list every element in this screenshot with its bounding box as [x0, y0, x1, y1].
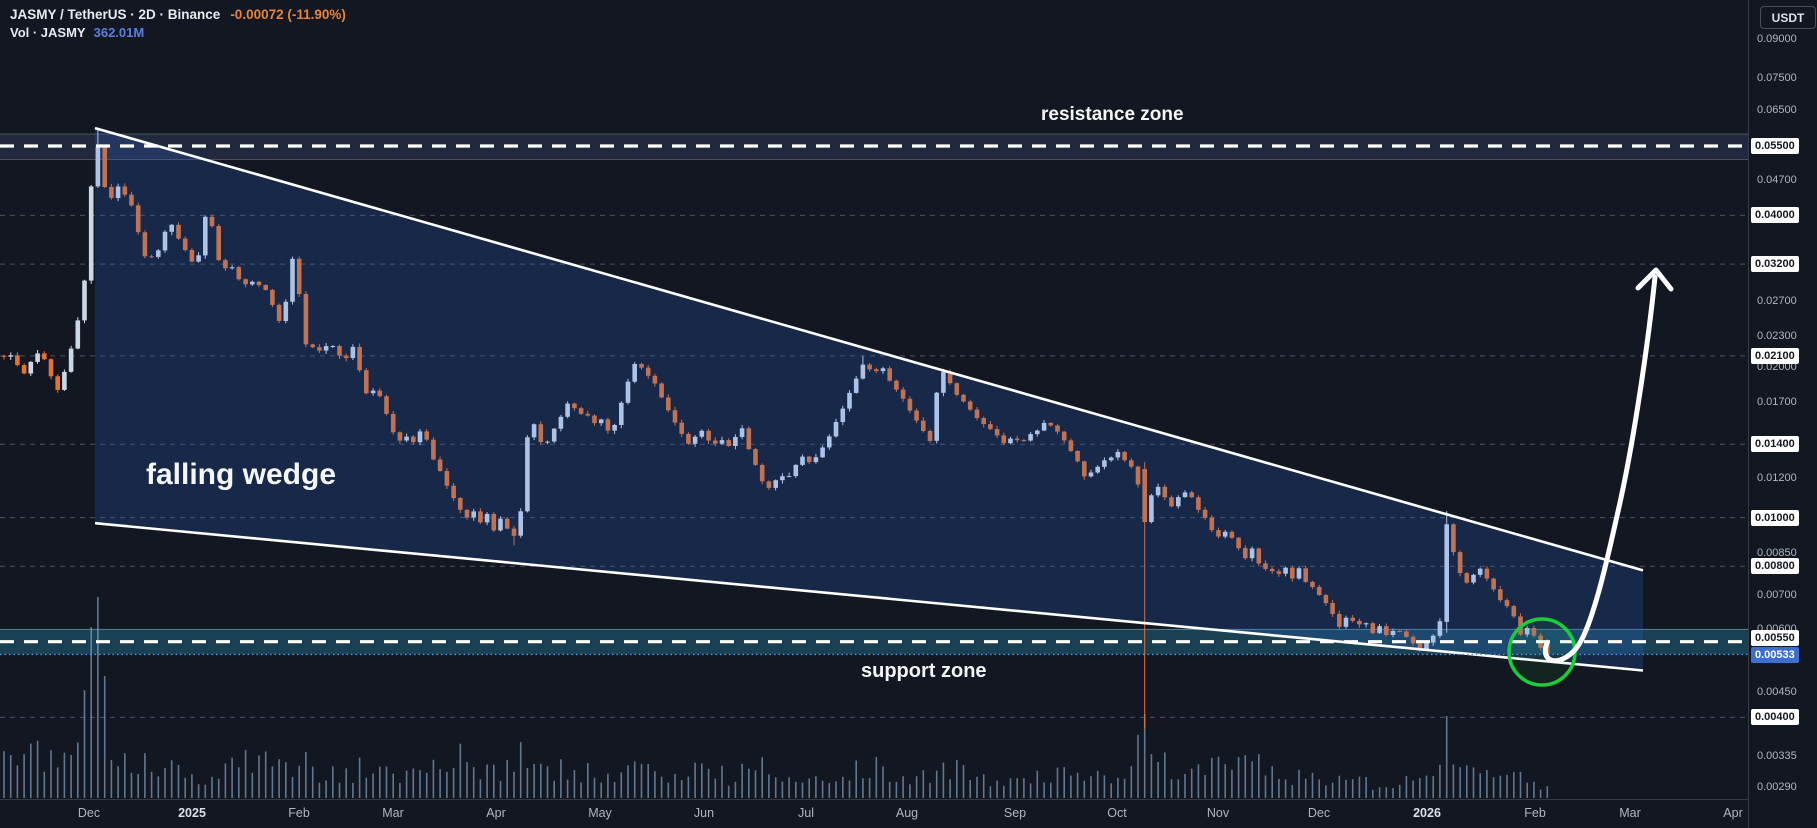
price-tick-label: 0.00290: [1757, 781, 1797, 793]
price-tick-label: 0.04700: [1757, 174, 1797, 186]
time-tick-label: Aug: [895, 806, 919, 820]
time-tick-label: Dec: [77, 806, 101, 820]
time-tick-label: Sep: [1003, 806, 1027, 820]
price-level-label: 0.01400: [1751, 436, 1799, 452]
price-level-label: 0.03200: [1751, 256, 1799, 272]
time-tick-label: Mar: [1619, 806, 1641, 820]
price-level-label: 0.04000: [1751, 207, 1799, 223]
price-tick-label: 0.02300: [1757, 330, 1797, 342]
price-tick-label: 0.06500: [1757, 104, 1797, 116]
time-tick-label: 2025: [178, 806, 206, 820]
price-level-label: 0.05500: [1751, 138, 1799, 154]
currency-unit-button[interactable]: USDT: [1760, 6, 1816, 29]
price-tick-label: 0.01200: [1757, 472, 1797, 484]
price-tick-label: 0.09000: [1757, 33, 1797, 45]
breakout-highlight-circle[interactable]: [1507, 617, 1577, 687]
price-tick-label: 0.02000: [1757, 361, 1797, 373]
support-zone-text-drawing[interactable]: support zone: [861, 660, 987, 682]
time-tick-label: Mar: [382, 806, 404, 820]
price-level-label: 0.00800: [1751, 558, 1799, 574]
falling-wedge-drawing[interactable]: [94, 126, 1644, 672]
wedge-lower-trendline[interactable]: [94, 521, 1644, 672]
volume-indicator-label[interactable]: Vol · JASMY: [10, 25, 86, 40]
candlestick-series: [1, 128, 1550, 729]
falling-wedge-text-drawing[interactable]: falling wedge: [146, 458, 337, 491]
time-tick-label: Feb: [288, 806, 310, 820]
time-tick-label: Apr: [486, 806, 506, 820]
chart-legend: JASMY / TetherUS · 2D · Binance -0.00072 …: [10, 6, 346, 42]
time-tick-label: Nov: [1206, 806, 1230, 820]
volume-value: 362.01M: [93, 25, 145, 40]
symbol-title[interactable]: JASMY / TetherUS · 2D · Binance: [10, 7, 221, 22]
time-tick-label: Oct: [1107, 806, 1127, 820]
price-change: -0.00072 (-11.90%): [230, 7, 346, 22]
time-tick-label: Jul: [798, 806, 814, 820]
time-axis[interactable]: Dec 2025 Feb Mar Apr May Jun Jul Aug Sep Oct Nov Dec…: [0, 799, 1817, 828]
resistance-zone-text-drawing[interactable]: resistance zone: [1041, 104, 1184, 125]
time-tick-label: Dec: [1307, 806, 1331, 820]
price-axis[interactable]: 0.09000 0.07500 0.06500 0.04700 0.02700 0.023…: [1748, 0, 1817, 828]
price-tick-label: 0.00850: [1757, 547, 1797, 559]
price-level-label: 0.01000: [1751, 510, 1799, 526]
volume-series: [3, 597, 1549, 798]
time-tick-label: Apr: [1723, 806, 1743, 820]
time-tick-label: 2026: [1413, 806, 1441, 820]
price-level-label: 0.02100: [1751, 348, 1799, 364]
current-price-label: 0.00533: [1751, 647, 1799, 663]
trend-arrow-drawing[interactable]: [1542, 267, 1674, 664]
time-tick-label: May: [588, 806, 612, 820]
price-level-label: 0.00550: [1751, 630, 1799, 646]
price-tick-label: 0.00335: [1757, 750, 1797, 762]
price-tick-label: 0.00700: [1757, 589, 1797, 601]
price-tick-label: 0.07500: [1757, 72, 1797, 84]
price-tick-label: 0.02700: [1757, 295, 1797, 307]
time-tick-label: Jun: [693, 806, 715, 820]
price-tick-label: 0.01700: [1757, 396, 1797, 408]
price-tick-label: 0.00450: [1757, 686, 1797, 698]
wedge-upper-trendline[interactable]: [94, 126, 1644, 572]
price-level-label: 0.00400: [1751, 709, 1799, 725]
time-tick-label: Feb: [1524, 806, 1546, 820]
